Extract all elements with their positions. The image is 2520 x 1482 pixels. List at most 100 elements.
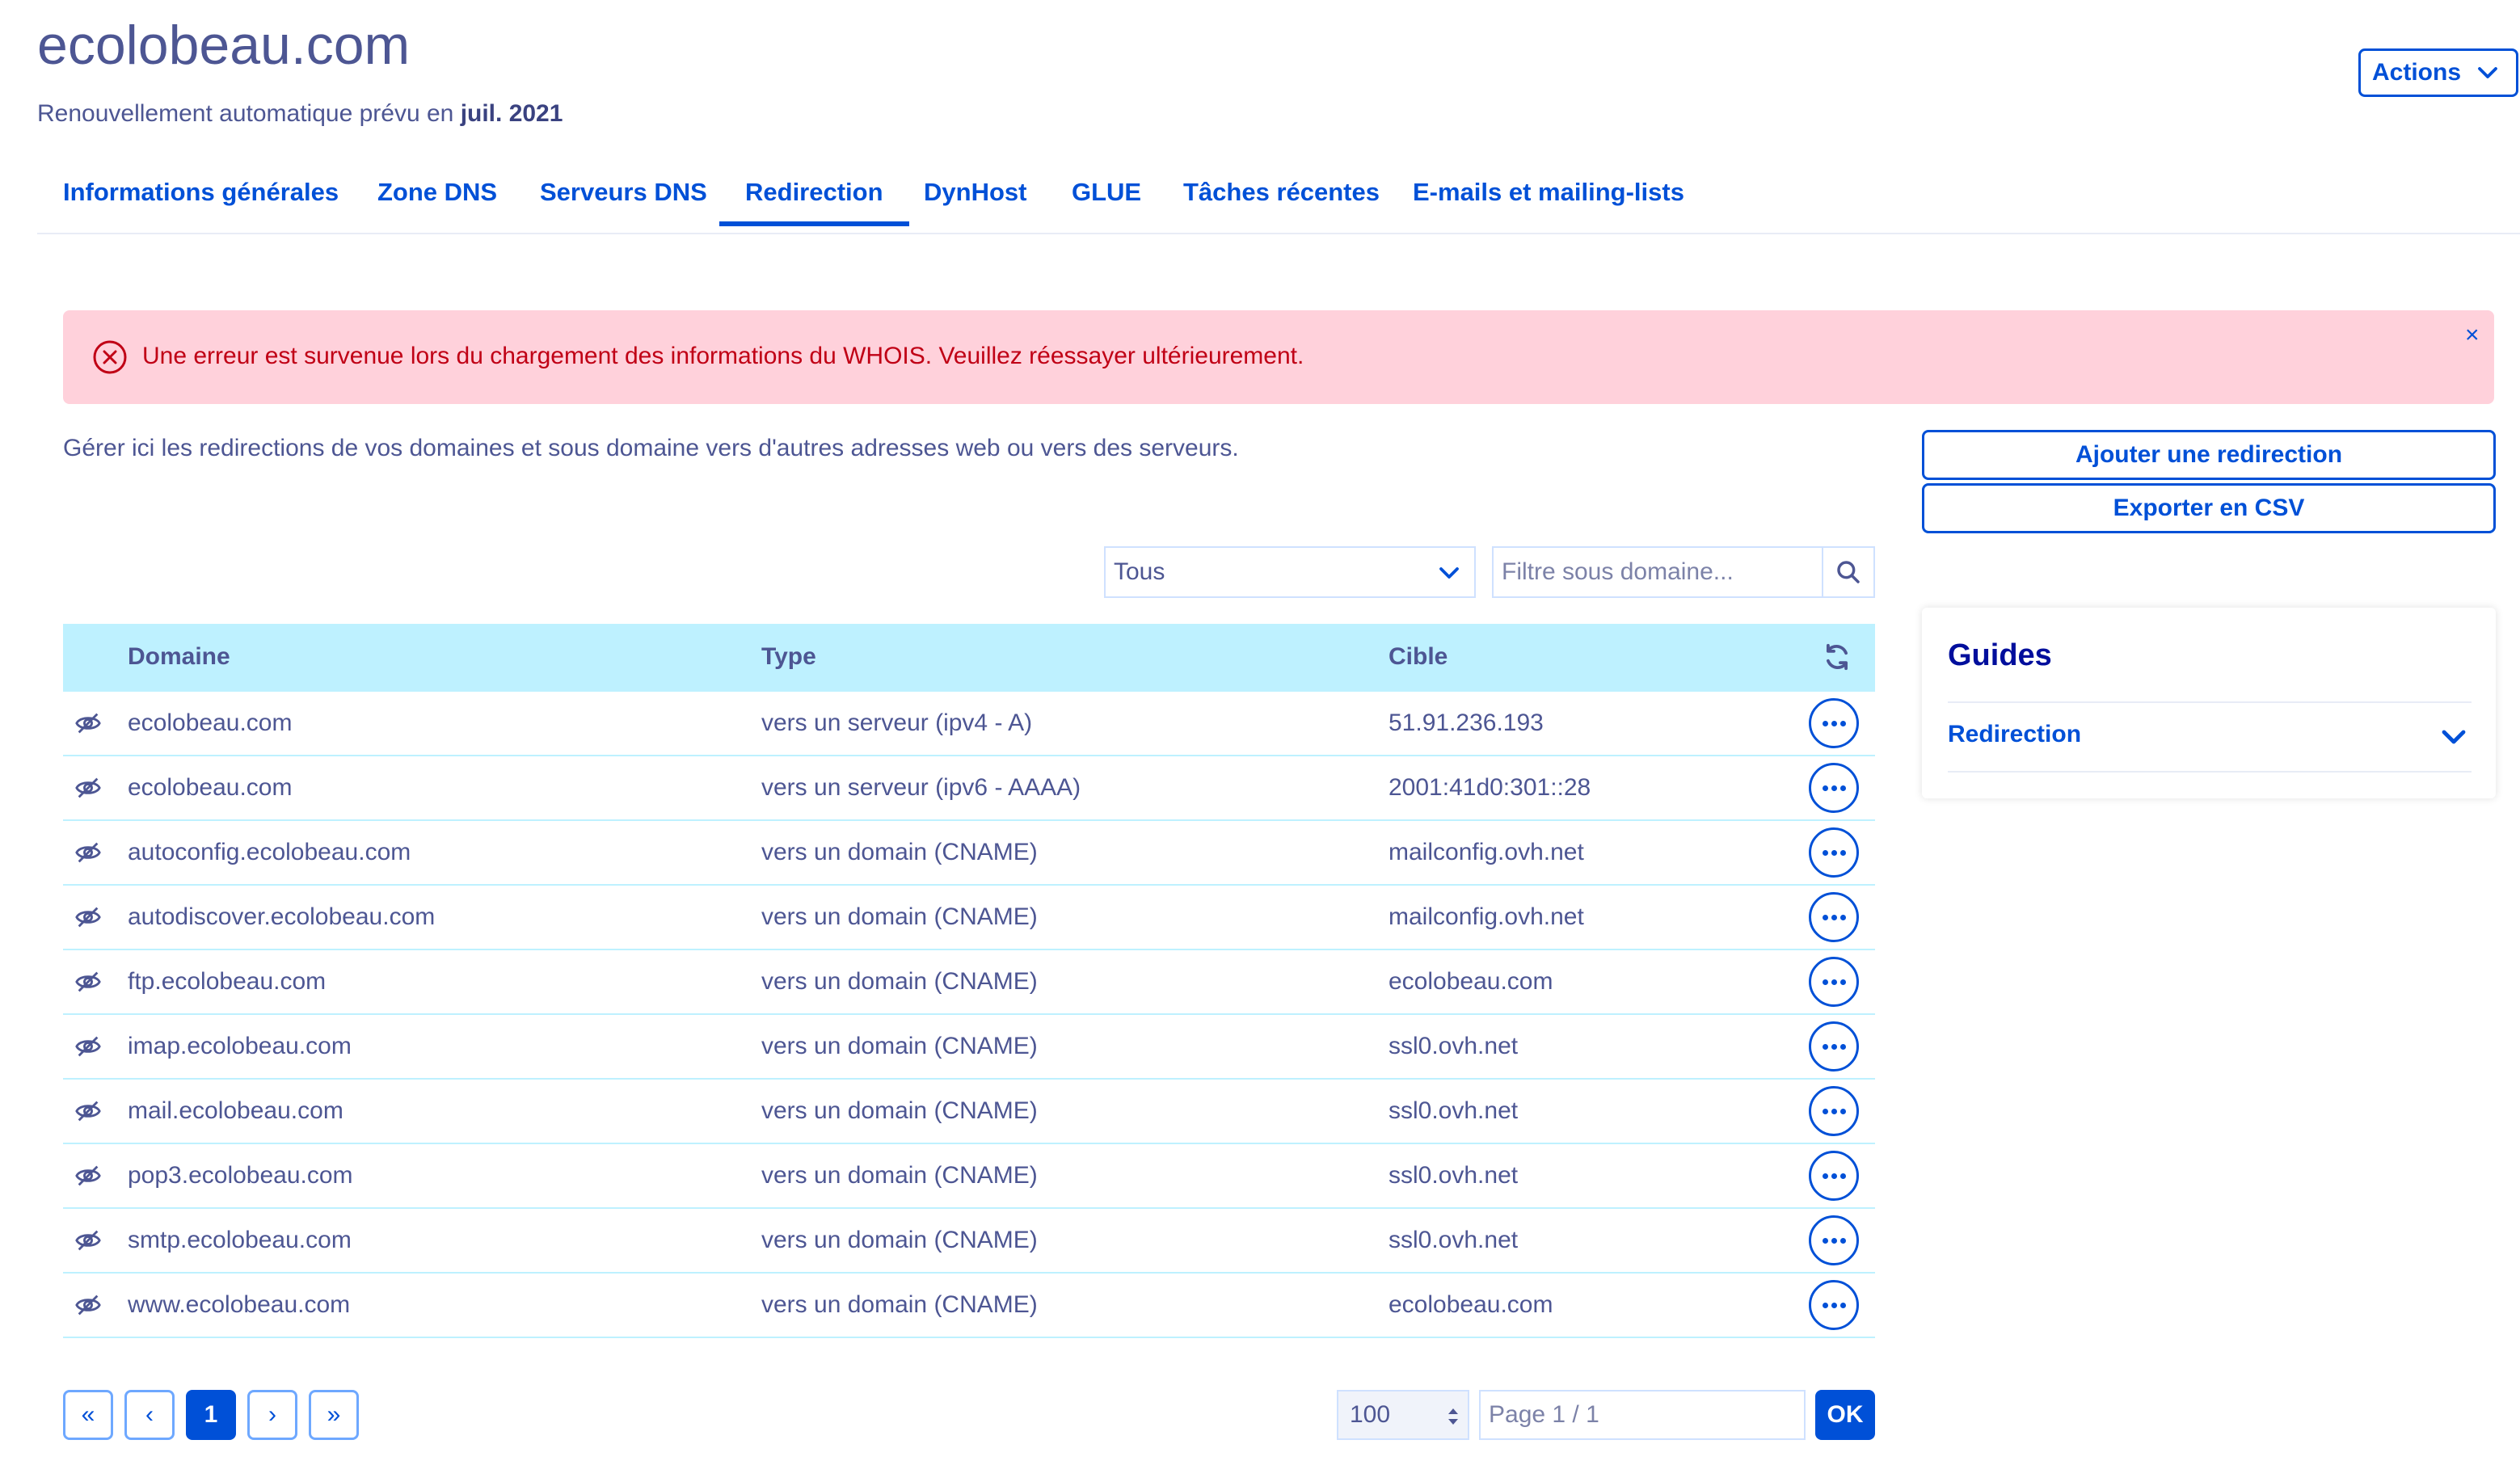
error-circle-icon <box>93 340 127 374</box>
tab-zone-dns[interactable]: Zone DNS <box>377 178 498 206</box>
eye-slash-icon[interactable] <box>74 709 102 737</box>
divider <box>1948 701 2472 703</box>
row-target: ssl0.ovh.net <box>1389 1162 1519 1189</box>
chevron-down-icon <box>2478 67 2497 78</box>
row-actions-button[interactable] <box>1809 1151 1859 1201</box>
table-row: imap.ecolobeau.com vers un domain (CNAME… <box>63 1015 1875 1080</box>
row-actions-button[interactable] <box>1809 1215 1859 1265</box>
export-csv-button[interactable]: Exporter en CSV <box>1922 483 2496 533</box>
search-button[interactable] <box>1822 546 1875 598</box>
row-target: ecolobeau.com <box>1389 1291 1553 1318</box>
row-actions-button[interactable] <box>1809 698 1859 748</box>
row-actions-button[interactable] <box>1809 763 1859 813</box>
row-domain: www.ecolobeau.com <box>128 1291 351 1318</box>
row-domain: mail.ecolobeau.com <box>128 1097 343 1124</box>
row-type: vers un serveur (ipv6 - AAAA) <box>761 774 1081 801</box>
search-icon <box>1837 561 1860 583</box>
row-type: vers un domain (CNAME) <box>761 1291 1038 1318</box>
eye-slash-icon[interactable] <box>74 1291 102 1319</box>
row-actions-button[interactable] <box>1809 892 1859 942</box>
divider <box>1948 771 2472 773</box>
close-icon[interactable]: × <box>2465 322 2480 348</box>
more-horizontal-icon <box>1822 785 1828 791</box>
row-domain: ecolobeau.com <box>128 709 293 736</box>
eye-slash-icon[interactable] <box>74 1033 102 1060</box>
error-alert: Une erreur est survenue lors du chargeme… <box>63 310 2494 404</box>
row-domain: ecolobeau.com <box>128 774 293 801</box>
row-target: mailconfig.ovh.net <box>1389 839 1584 865</box>
row-domain: pop3.ecolobeau.com <box>128 1162 353 1189</box>
add-redirect-button[interactable]: Ajouter une redirection <box>1922 430 2496 480</box>
per-page-value: 100 <box>1350 1401 1391 1428</box>
row-actions-button[interactable] <box>1809 1086 1859 1136</box>
tab-informations-generales[interactable]: Informations générales <box>63 178 339 206</box>
eye-slash-icon[interactable] <box>74 1227 102 1254</box>
table-row: autodiscover.ecolobeau.com vers un domai… <box>63 886 1875 950</box>
renewal-date: juil. 2021 <box>460 100 563 127</box>
current-page-button[interactable]: 1 <box>186 1390 236 1440</box>
page-number-input[interactable] <box>1479 1390 1806 1440</box>
more-horizontal-icon <box>1822 1108 1828 1114</box>
first-page-button[interactable]: « <box>63 1390 113 1440</box>
last-page-button[interactable]: » <box>309 1390 359 1440</box>
ok-button[interactable]: OK <box>1815 1390 1875 1440</box>
column-header-target[interactable]: Cible <box>1389 643 1448 670</box>
more-horizontal-icon <box>1822 914 1828 920</box>
subdomain-filter-input[interactable] <box>1492 546 1825 598</box>
more-horizontal-icon <box>1822 849 1828 856</box>
per-page-select[interactable]: 100 <box>1337 1390 1469 1440</box>
eye-slash-icon[interactable] <box>74 968 102 996</box>
intro-text: Gérer ici les redirections de vos domain… <box>63 435 1239 461</box>
renewal-info: Renouvellement automatique prévu en juil… <box>37 100 563 128</box>
type-filter-value: Tous <box>1114 558 1165 585</box>
row-actions-button[interactable] <box>1809 957 1859 1007</box>
guides-panel: Guides Redirection <box>1922 608 2496 798</box>
row-target: ssl0.ovh.net <box>1389 1227 1519 1253</box>
table-row: pop3.ecolobeau.com vers un domain (CNAME… <box>63 1144 1875 1209</box>
row-domain: ftp.ecolobeau.com <box>128 968 327 995</box>
more-horizontal-icon <box>1822 1043 1828 1050</box>
row-type: vers un domain (CNAME) <box>761 1033 1038 1059</box>
refresh-icon[interactable] <box>1822 642 1852 672</box>
more-horizontal-icon <box>1822 1302 1828 1308</box>
row-type: vers un domain (CNAME) <box>761 839 1038 865</box>
prev-page-button[interactable]: ‹ <box>124 1390 175 1440</box>
row-actions-button[interactable] <box>1809 827 1859 878</box>
tab-serveurs-dns[interactable]: Serveurs DNS <box>540 178 707 206</box>
eye-slash-icon[interactable] <box>74 1097 102 1125</box>
table-row: autoconfig.ecolobeau.com vers un domain … <box>63 821 1875 886</box>
row-target: ssl0.ovh.net <box>1389 1097 1519 1124</box>
alert-message: Une erreur est survenue lors du chargeme… <box>142 343 1304 369</box>
column-header-domain[interactable]: Domaine <box>128 643 230 670</box>
row-target: 51.91.236.193 <box>1389 709 1544 736</box>
row-actions-button[interactable] <box>1809 1021 1859 1072</box>
eye-slash-icon[interactable] <box>74 1162 102 1189</box>
guide-item-redirection[interactable]: Redirection <box>1948 721 2082 747</box>
table-row: ftp.ecolobeau.com vers un domain (CNAME)… <box>63 950 1875 1015</box>
tab-taches-recentes[interactable]: Tâches récentes <box>1183 178 1380 206</box>
eye-slash-icon[interactable] <box>74 774 102 802</box>
tab-emails-mailing-lists[interactable]: E-mails et mailing-lists <box>1413 178 1684 206</box>
row-domain: autodiscover.ecolobeau.com <box>128 903 436 930</box>
chevron-down-icon[interactable] <box>2439 722 2468 752</box>
stepper-icon <box>1448 1408 1458 1425</box>
chevron-down-icon <box>1439 567 1459 579</box>
eye-slash-icon[interactable] <box>74 903 102 931</box>
row-actions-button[interactable] <box>1809 1280 1859 1330</box>
row-type: vers un domain (CNAME) <box>761 903 1038 930</box>
row-target: mailconfig.ovh.net <box>1389 903 1584 930</box>
column-header-type[interactable]: Type <box>761 643 816 670</box>
row-target: ecolobeau.com <box>1389 968 1553 995</box>
guides-title: Guides <box>1948 638 2052 672</box>
table-row: ecolobeau.com vers un serveur (ipv6 - AA… <box>63 756 1875 821</box>
row-domain: smtp.ecolobeau.com <box>128 1227 352 1253</box>
actions-button[interactable]: Actions <box>2358 48 2518 97</box>
tab-dynhost[interactable]: DynHost <box>924 178 1027 206</box>
next-page-button[interactable]: › <box>247 1390 297 1440</box>
tab-redirection[interactable]: Redirection <box>719 178 908 226</box>
row-type: vers un domain (CNAME) <box>761 1097 1038 1124</box>
type-filter-select[interactable]: Tous <box>1104 546 1476 598</box>
row-type: vers un domain (CNAME) <box>761 1162 1038 1189</box>
eye-slash-icon[interactable] <box>74 839 102 866</box>
tab-glue[interactable]: GLUE <box>1072 178 1142 206</box>
